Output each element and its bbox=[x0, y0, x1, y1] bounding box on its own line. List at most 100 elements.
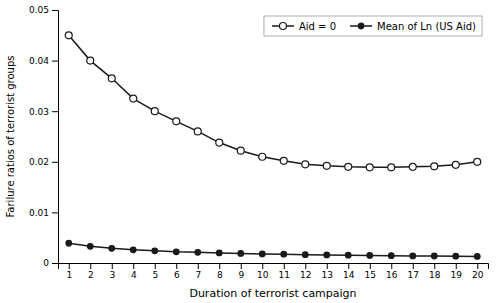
tick-label: 0.02 bbox=[29, 157, 49, 167]
point bbox=[216, 139, 223, 146]
point bbox=[173, 249, 179, 255]
tick-mark bbox=[391, 263, 392, 269]
point bbox=[367, 253, 373, 259]
point bbox=[152, 248, 158, 254]
point bbox=[409, 163, 416, 170]
tick-mark bbox=[52, 111, 58, 112]
axis-line bbox=[52, 11, 59, 264]
tick-label: 0.05 bbox=[29, 5, 49, 15]
marks bbox=[65, 32, 481, 259]
tick-label: 14 bbox=[343, 270, 355, 280]
tick: 10 bbox=[257, 263, 269, 280]
point bbox=[237, 147, 244, 154]
point bbox=[324, 252, 330, 258]
series bbox=[66, 240, 480, 259]
tick-label: 7 bbox=[195, 270, 201, 280]
legend-label: Mean of Ln (US Aid) bbox=[377, 21, 476, 32]
tick-mark bbox=[477, 263, 478, 269]
tick-mark bbox=[133, 263, 134, 269]
tick: 6 bbox=[174, 263, 180, 280]
tick-mark bbox=[284, 263, 285, 269]
tick-mark bbox=[370, 263, 371, 269]
legend-label: Aid = 0 bbox=[299, 21, 336, 32]
tick-mark bbox=[52, 263, 58, 264]
tick-label: 10 bbox=[257, 270, 269, 280]
tick: 14 bbox=[343, 263, 355, 280]
tick: 17 bbox=[408, 263, 419, 280]
legend-item: Aid = 0 bbox=[272, 21, 336, 32]
line bbox=[69, 35, 478, 167]
point bbox=[474, 254, 480, 260]
legend-marker bbox=[358, 23, 364, 29]
point bbox=[452, 161, 459, 168]
tick: 0.02 bbox=[29, 157, 58, 167]
point bbox=[130, 247, 136, 253]
tick-mark bbox=[176, 263, 177, 269]
point bbox=[151, 108, 158, 115]
tick-label: 15 bbox=[365, 270, 376, 280]
tick-mark bbox=[69, 263, 70, 269]
tick-mark bbox=[155, 263, 156, 269]
point bbox=[431, 163, 438, 170]
point bbox=[388, 253, 394, 259]
tick-mark bbox=[52, 212, 58, 213]
tick-mark bbox=[241, 263, 242, 269]
tick-label: 11 bbox=[279, 270, 290, 280]
tick-label: 0.03 bbox=[29, 107, 49, 117]
tick-mark bbox=[90, 263, 91, 269]
tick-label: 3 bbox=[109, 270, 115, 280]
tick-label: 5 bbox=[152, 270, 158, 280]
legend: Aid = 0 Mean of Ln (US Aid) bbox=[264, 16, 482, 36]
tick: 20 bbox=[472, 263, 484, 280]
tick-mark bbox=[219, 263, 220, 269]
tick-label: 18 bbox=[429, 270, 441, 280]
point bbox=[195, 250, 201, 256]
tick-mark bbox=[262, 263, 263, 269]
chart: 123456789101112131415161718192000.010.02… bbox=[0, 0, 500, 303]
tick-mark bbox=[52, 61, 58, 62]
point bbox=[345, 252, 351, 258]
tick-label: 0.04 bbox=[29, 56, 49, 66]
tick: 2 bbox=[88, 263, 94, 280]
tick: 18 bbox=[429, 263, 441, 280]
point bbox=[323, 162, 330, 169]
point bbox=[194, 128, 201, 135]
tick-label: 12 bbox=[300, 270, 311, 280]
tick-mark bbox=[434, 263, 435, 269]
point bbox=[281, 251, 287, 257]
tick-label: 17 bbox=[408, 270, 419, 280]
tick: 8 bbox=[217, 263, 223, 280]
point bbox=[130, 95, 137, 102]
tick: 0 bbox=[43, 258, 58, 268]
point bbox=[302, 252, 308, 258]
y-axis: 0 0.01 0.02 0.03 0.04 0.05 bbox=[29, 5, 59, 268]
tick-mark bbox=[413, 263, 414, 269]
point bbox=[173, 118, 180, 125]
point bbox=[259, 153, 266, 160]
tick-mark bbox=[52, 10, 58, 11]
tick-mark bbox=[112, 263, 113, 269]
tick-mark bbox=[348, 263, 349, 269]
tick: 1 bbox=[66, 263, 72, 280]
tick: 12 bbox=[300, 263, 311, 280]
x-axis-title: Duration of terrorist campaign bbox=[189, 287, 356, 300]
point bbox=[259, 251, 265, 257]
axis-line bbox=[59, 264, 489, 270]
tick-label: 0.01 bbox=[29, 208, 49, 218]
tick-mark bbox=[52, 162, 58, 163]
tick: 11 bbox=[279, 263, 290, 280]
tick: 0.03 bbox=[29, 107, 58, 117]
line bbox=[69, 243, 478, 256]
tick-label: 8 bbox=[217, 270, 223, 280]
tick-label: 0 bbox=[43, 258, 49, 268]
point bbox=[431, 253, 437, 259]
tick-label: 19 bbox=[451, 270, 463, 280]
tick: 4 bbox=[131, 263, 137, 280]
point bbox=[388, 164, 395, 171]
tick: 19 bbox=[451, 263, 463, 280]
tick-label: 4 bbox=[131, 270, 137, 280]
point bbox=[410, 253, 416, 259]
tick-mark bbox=[456, 263, 457, 269]
point bbox=[87, 244, 93, 250]
point bbox=[453, 253, 459, 259]
